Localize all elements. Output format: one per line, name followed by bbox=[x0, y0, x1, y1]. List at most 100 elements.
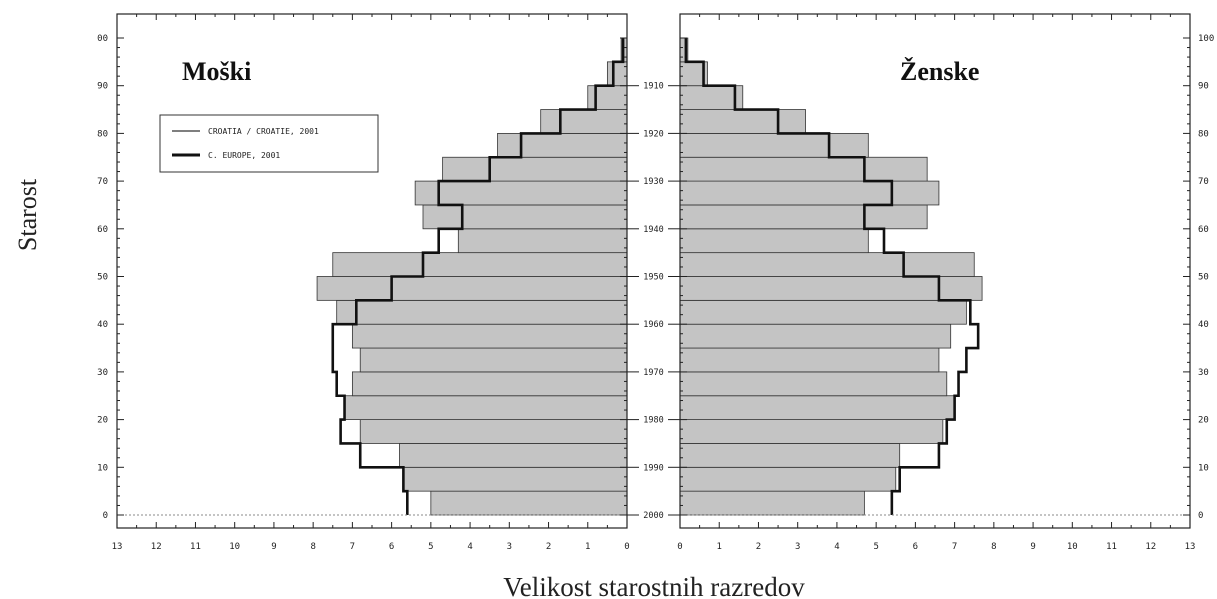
panel-title-female: Ženske bbox=[900, 57, 979, 86]
croatia-male-bar-85 bbox=[587, 85, 628, 110]
croatia-male-bar-0 bbox=[430, 490, 628, 516]
croatia-female-bar-30 bbox=[679, 347, 940, 373]
age-tick-label-right: 30 bbox=[1198, 368, 1209, 378]
age-tick-label-left: 20 bbox=[97, 416, 108, 426]
age-tick-label-right: 60 bbox=[1198, 225, 1209, 235]
age-tick-label-right: 90 bbox=[1198, 82, 1209, 92]
age-tick-label-right: 10 bbox=[1198, 463, 1209, 473]
x-tick-label-female: 4 bbox=[834, 542, 839, 552]
croatia-female-bar-50 bbox=[679, 252, 975, 277]
year-tick-label: 1910 bbox=[643, 82, 663, 92]
x-tick-label-male: 12 bbox=[151, 542, 162, 552]
x-tick-label-female: 3 bbox=[795, 542, 800, 552]
x-axis-title: Velikost starostnih razredov bbox=[503, 572, 805, 599]
x-tick-label-male: 1 bbox=[585, 542, 590, 552]
croatia-female-bar-35 bbox=[679, 323, 952, 349]
croatia-male-bar-70 bbox=[442, 156, 628, 182]
age-tick-label-right: 20 bbox=[1198, 416, 1209, 426]
x-tick-label-male: 10 bbox=[229, 542, 240, 552]
croatia-male-bar-65 bbox=[414, 180, 628, 206]
x-tick-label-female: 13 bbox=[1185, 542, 1196, 552]
legend: CROATIA / CROATIE, 2001 C. EUROPE, 2001 bbox=[159, 114, 379, 173]
axes-layer bbox=[116, 13, 1191, 529]
croatia-female-bar-10 bbox=[679, 443, 901, 468]
croatia-female-bar-75 bbox=[679, 132, 869, 158]
age-tick-label-left: 80 bbox=[97, 129, 108, 139]
x-tick-label-female: 9 bbox=[1030, 542, 1035, 552]
x-tick-label-male: 0 bbox=[624, 542, 629, 552]
x-tick-label-male: 11 bbox=[190, 542, 201, 552]
age-tick-label-right: 80 bbox=[1198, 129, 1209, 139]
croatia-female-bar-0 bbox=[679, 490, 865, 516]
croatia-male-bar-90 bbox=[606, 61, 628, 87]
year-tick-label: 2000 bbox=[643, 511, 663, 521]
x-tick-label-female: 11 bbox=[1106, 542, 1117, 552]
age-tick-label-right: 50 bbox=[1198, 273, 1209, 283]
x-tick-label-male: 6 bbox=[389, 542, 394, 552]
year-tick-label: 1940 bbox=[643, 225, 663, 235]
croatia-female-bar-55 bbox=[679, 228, 869, 254]
age-tick-label-left: 10 bbox=[97, 463, 108, 473]
x-tick-label-female: 2 bbox=[756, 542, 761, 552]
croatia-female-bar-65 bbox=[679, 180, 940, 206]
x-tick-label-female: 8 bbox=[991, 542, 996, 552]
croatia-female-bar-60 bbox=[679, 204, 928, 230]
croatia-male-bar-75 bbox=[497, 132, 628, 158]
croatia-male-bar-55 bbox=[457, 228, 628, 254]
x-tick-label-female: 6 bbox=[913, 542, 918, 552]
year-tick-label: 1950 bbox=[643, 273, 663, 283]
croatia-female-bar-20 bbox=[679, 395, 956, 421]
croatia-female-bar-40 bbox=[679, 299, 967, 325]
year-tick-label: 1990 bbox=[643, 463, 663, 473]
age-tick-label-left: 00 bbox=[97, 34, 108, 44]
croatia-male-bar-25 bbox=[351, 371, 628, 397]
croatia-male-bar-45 bbox=[316, 276, 628, 301]
x-tick-label-female: 10 bbox=[1067, 542, 1078, 552]
croatia-male-bar-15 bbox=[359, 419, 628, 444]
x-tick-label-female: 5 bbox=[873, 542, 878, 552]
age-tick-label-right: 0 bbox=[1198, 511, 1203, 521]
age-tick-label-left: 60 bbox=[97, 225, 108, 235]
x-tick-label-male: 7 bbox=[350, 542, 355, 552]
age-tick-label-right: 40 bbox=[1198, 320, 1209, 330]
croatia-male-bar-50 bbox=[332, 252, 628, 277]
legend-label-europe: C. EUROPE, 2001 bbox=[208, 151, 280, 160]
croatia-female-bar-45 bbox=[679, 276, 983, 301]
age-tick-label-right: 100 bbox=[1198, 34, 1214, 44]
x-tick-label-male: 3 bbox=[507, 542, 512, 552]
croatia-female-bar-80 bbox=[679, 109, 806, 134]
y-axis-title: Starost bbox=[13, 178, 42, 251]
croatia-female-bar-85 bbox=[679, 85, 744, 110]
year-tick-label: 1980 bbox=[643, 416, 663, 426]
x-tick-label-male: 9 bbox=[271, 542, 276, 552]
year-tick-label: 1930 bbox=[643, 177, 663, 187]
age-tick-label-left: 40 bbox=[97, 320, 108, 330]
age-tick-label-left: 70 bbox=[97, 177, 108, 187]
labels-layer: 13 12 11 10 9 8 7 6 5 4 3 2 1 0 0 1 2 3 4 5 6 7 8 9 10 11 12 130102… bbox=[97, 34, 1214, 552]
x-tick-label-female: 12 bbox=[1145, 542, 1156, 552]
europe-male-outline bbox=[331, 38, 625, 515]
croatia-male-bar-40 bbox=[336, 299, 628, 325]
legend-label-croatia: CROATIA / CROATIE, 2001 bbox=[208, 127, 319, 136]
panel-title-male: Moški bbox=[182, 57, 251, 86]
croatia-male-bar-80 bbox=[540, 109, 628, 134]
age-tick-label-left: 50 bbox=[97, 273, 108, 283]
x-tick-label-female: 0 bbox=[677, 542, 682, 552]
croatia-male-bar-30 bbox=[359, 347, 628, 373]
age-tick-label-left: 0 bbox=[103, 511, 108, 521]
croatia-male-bar-10 bbox=[399, 443, 628, 468]
x-tick-label-male: 5 bbox=[428, 542, 433, 552]
year-tick-label: 1970 bbox=[643, 368, 663, 378]
x-tick-label-male: 8 bbox=[310, 542, 315, 552]
croatia-female-bar-70 bbox=[679, 156, 928, 182]
europe-female-outline bbox=[684, 38, 980, 515]
year-tick-label: 1920 bbox=[643, 129, 663, 139]
age-tick-label-right: 70 bbox=[1198, 177, 1209, 187]
year-tick-label: 1960 bbox=[643, 320, 663, 330]
age-tick-label-left: 90 bbox=[97, 82, 108, 92]
croatia-female-bar-15 bbox=[679, 419, 944, 444]
croatia-male-bar-60 bbox=[422, 204, 628, 230]
croatia-female-bar-25 bbox=[679, 371, 948, 397]
x-tick-label-female: 7 bbox=[952, 542, 957, 552]
